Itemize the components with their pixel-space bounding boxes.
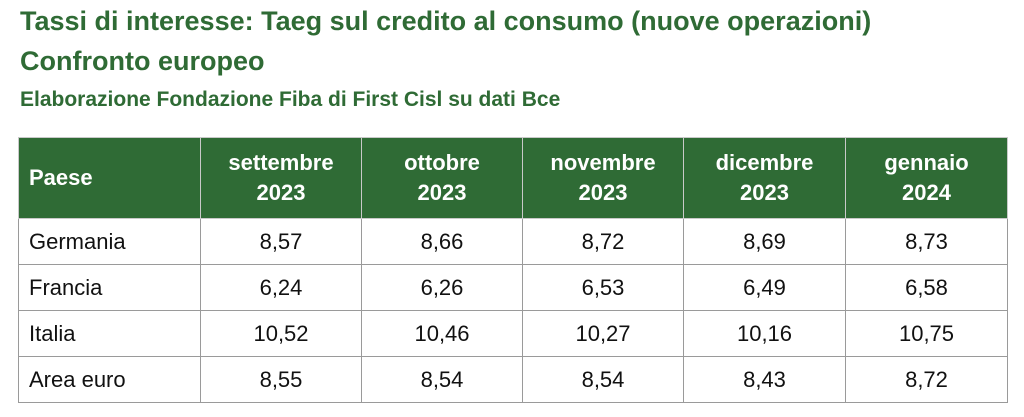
value-cell: 8,72 [522, 218, 684, 265]
page-title: Tassi di interesse: Taeg sul credito al … [20, 6, 872, 36]
country-cell: Germania [18, 218, 201, 265]
value-cell: 8,73 [845, 218, 1008, 265]
column-header-year: 2023 [417, 180, 467, 205]
table-row: Italia 10,52 10,46 10,27 10,16 10,75 [18, 310, 1008, 357]
column-header-month: ottobre [404, 150, 480, 175]
table-row: Francia 6,24 6,26 6,53 6,49 6,58 [18, 264, 1008, 311]
value-cell: 8,69 [683, 218, 846, 265]
table-row: Germania 8,57 8,66 8,72 8,69 8,73 [18, 218, 1008, 265]
value-cell: 6,26 [361, 264, 523, 311]
value-cell: 8,54 [361, 356, 523, 403]
column-header-gennaio-2024: gennaio 2024 [845, 137, 1008, 219]
column-header-year: 2023 [578, 180, 628, 205]
value-cell: 10,27 [522, 310, 684, 357]
value-cell: 8,55 [200, 356, 362, 403]
column-header-month: dicembre [715, 150, 814, 175]
column-header-paese: Paese [18, 137, 201, 219]
column-header-month: novembre [550, 150, 656, 175]
value-cell: 8,43 [683, 356, 846, 403]
value-cell: 8,54 [522, 356, 684, 403]
rates-table: Paese settembre 2023 ottobre 2023 novemb… [18, 137, 1008, 403]
value-cell: 10,46 [361, 310, 523, 357]
column-header-year: 2023 [740, 180, 789, 205]
value-cell: 8,72 [845, 356, 1008, 403]
value-cell: 10,16 [683, 310, 846, 357]
country-cell: Francia [18, 264, 201, 311]
value-cell: 6,58 [845, 264, 1008, 311]
country-cell: Area euro [18, 356, 201, 403]
value-cell: 6,49 [683, 264, 846, 311]
value-cell: 6,53 [522, 264, 684, 311]
column-header-settembre-2023: settembre 2023 [200, 137, 362, 219]
column-header-novembre-2023: novembre 2023 [522, 137, 684, 219]
value-cell: 8,66 [361, 218, 523, 265]
column-header-year: 2023 [256, 180, 306, 205]
country-cell: Italia [18, 310, 201, 357]
column-header-month: settembre [228, 150, 334, 175]
column-header-month: gennaio [884, 150, 969, 175]
page-subtitle: Confronto europeo [20, 46, 265, 76]
table-row: Area euro 8,55 8,54 8,54 8,43 8,72 [18, 356, 1008, 403]
value-cell: 6,24 [200, 264, 362, 311]
value-cell: 10,52 [200, 310, 362, 357]
source-note: Elaborazione Fondazione Fiba di First Ci… [20, 88, 561, 111]
table-header-row: Paese settembre 2023 ottobre 2023 novemb… [18, 137, 1008, 219]
value-cell: 10,75 [845, 310, 1008, 357]
value-cell: 8,57 [200, 218, 362, 265]
column-header-dicembre-2023: dicembre 2023 [683, 137, 846, 219]
column-header-ottobre-2023: ottobre 2023 [361, 137, 523, 219]
column-header-year: 2024 [902, 180, 951, 205]
